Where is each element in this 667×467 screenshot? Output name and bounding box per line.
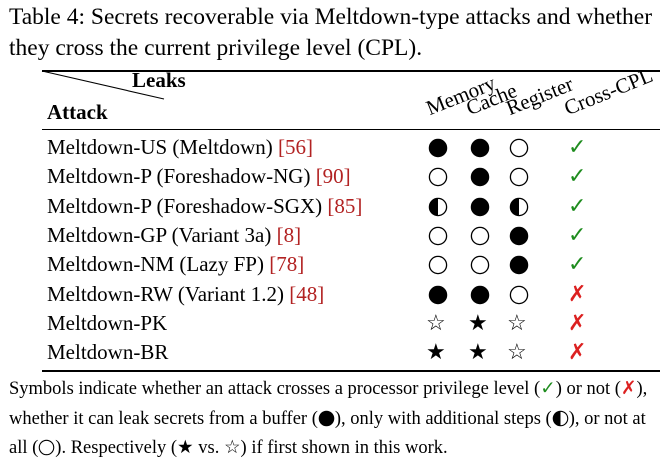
note-text-4: ), only with additional steps ( — [334, 408, 552, 429]
empty-circle-icon — [509, 168, 529, 187]
note-text-8: ) if first shown in this work. — [240, 438, 448, 458]
full-circle-icon — [470, 138, 490, 158]
table-row: Meltdown-BR ★ ★ ☆ ✗ — [47, 338, 657, 366]
attack-name: Meltdown-NM (Lazy FP) [78] — [47, 250, 304, 278]
full-circle-icon — [470, 285, 490, 304]
star-filled-icon: ★ — [426, 339, 446, 365]
empty-circle-icon — [509, 285, 529, 304]
star-empty-icon: ☆ — [426, 309, 446, 335]
table-top-rule — [42, 70, 660, 72]
full-circle-icon — [428, 285, 448, 304]
attack-name: Meltdown-RW (Variant 1.2) [48] — [47, 280, 324, 308]
note-full-circle-icon — [318, 410, 335, 426]
table-footnote: Symbols indicate whether an attack cross… — [9, 375, 664, 464]
attack-name: Meltdown-PK — [47, 309, 167, 337]
attack-label: Meltdown-US (Meltdown) — [47, 135, 278, 159]
note-text-1: Symbols indicate whether an attack cross… — [9, 379, 541, 399]
cross-icon: ✗ — [568, 280, 587, 306]
table-bottom-rule — [42, 370, 660, 372]
citation-link[interactable]: [85] — [327, 193, 363, 218]
note-star-filled-icon: ★ — [177, 438, 194, 458]
half-circle-icon — [428, 197, 448, 216]
empty-circle-icon — [428, 226, 448, 246]
note-empty-circle-icon — [39, 439, 55, 456]
full-circle-icon — [509, 255, 529, 275]
full-circle-icon — [470, 197, 490, 216]
attack-label: Meltdown-P (Foreshadow-SGX) — [47, 193, 328, 218]
attack-name: Meltdown-GP (Variant 3a) [8] — [47, 221, 301, 249]
star-empty-icon: ☆ — [507, 309, 527, 335]
check-icon: ✓ — [568, 221, 587, 247]
note-text-6: ). Respectively ( — [55, 438, 178, 458]
note-half-circle-icon — [552, 410, 568, 426]
citation-link[interactable]: [90] — [315, 164, 351, 189]
table-row: Meltdown-US (Meltdown) [56] ✓ — [47, 133, 657, 161]
table-header-rule — [42, 129, 660, 131]
note-text-7: vs. — [193, 438, 224, 458]
empty-circle-icon — [470, 226, 490, 246]
citation-link[interactable]: [56] — [277, 135, 313, 159]
note-text-5: ), or not at all ( — [9, 408, 646, 459]
attack-name: Meltdown-BR — [47, 338, 168, 366]
attack-label: Meltdown-BR — [47, 340, 169, 365]
attack-label: Meltdown-RW (Variant 1.2) — [47, 281, 290, 306]
empty-circle-icon — [428, 255, 448, 275]
citation-link[interactable]: [78] — [269, 252, 305, 277]
check-icon: ✓ — [568, 134, 587, 159]
empty-circle-icon — [470, 255, 490, 275]
table-row: Meltdown-P (Foreshadow-SGX) [85] ✓ — [47, 192, 657, 220]
star-filled-icon: ★ — [468, 339, 488, 365]
note-text-3: ), whether it can leak secrets from a bu… — [9, 379, 648, 429]
half-circle-icon — [509, 197, 529, 216]
star-empty-icon: ☆ — [507, 339, 527, 365]
full-circle-icon — [509, 226, 529, 246]
attack-name: Meltdown-US (Meltdown) [56] — [47, 133, 313, 161]
attack-name: Meltdown-P (Foreshadow-NG) [90] — [47, 162, 351, 190]
check-icon: ✓ — [568, 163, 587, 189]
table-row: Meltdown-PK ☆ ★ ☆ ✗ — [47, 309, 657, 337]
attack-label: Meltdown-GP (Variant 3a) — [47, 222, 277, 247]
note-check-icon: ✓ — [540, 379, 556, 399]
attack-label: Meltdown-NM (Lazy FP) — [47, 252, 270, 277]
check-icon: ✓ — [568, 251, 587, 277]
note-text-2: ) or not ( — [555, 379, 621, 399]
full-circle-icon — [428, 138, 448, 158]
check-icon: ✓ — [568, 192, 587, 218]
attack-header: Attack — [47, 100, 108, 124]
table-row: Meltdown-P (Foreshadow-NG) [90] ✓ — [47, 162, 657, 190]
attack-label: Meltdown-PK — [47, 310, 168, 335]
note-star-empty-icon: ☆ — [223, 438, 241, 458]
cross-icon: ✗ — [568, 339, 587, 365]
full-circle-icon — [470, 168, 490, 187]
star-filled-icon: ★ — [468, 309, 488, 335]
table-row: Meltdown-RW (Variant 1.2) [48] ✗ — [47, 280, 657, 308]
empty-circle-icon — [428, 168, 448, 187]
attack-label: Meltdown-P (Foreshadow-NG) — [47, 164, 316, 189]
note-cross-icon: ✗ — [620, 379, 637, 399]
table-caption: Table 4: Secrets recoverable via Meltdow… — [9, 4, 653, 61]
citation-link[interactable]: [48] — [289, 281, 325, 306]
empty-circle-icon — [509, 138, 529, 158]
table-row: Meltdown-NM (Lazy FP) [78] ✓ — [47, 250, 657, 278]
table-row: Meltdown-GP (Variant 3a) [8] ✓ — [47, 221, 657, 249]
leaks-header: Leaks — [132, 68, 186, 92]
cross-icon: ✗ — [568, 309, 587, 335]
attack-name: Meltdown-P (Foreshadow-SGX) [85] — [47, 192, 362, 220]
citation-link[interactable]: [8] — [276, 222, 302, 247]
